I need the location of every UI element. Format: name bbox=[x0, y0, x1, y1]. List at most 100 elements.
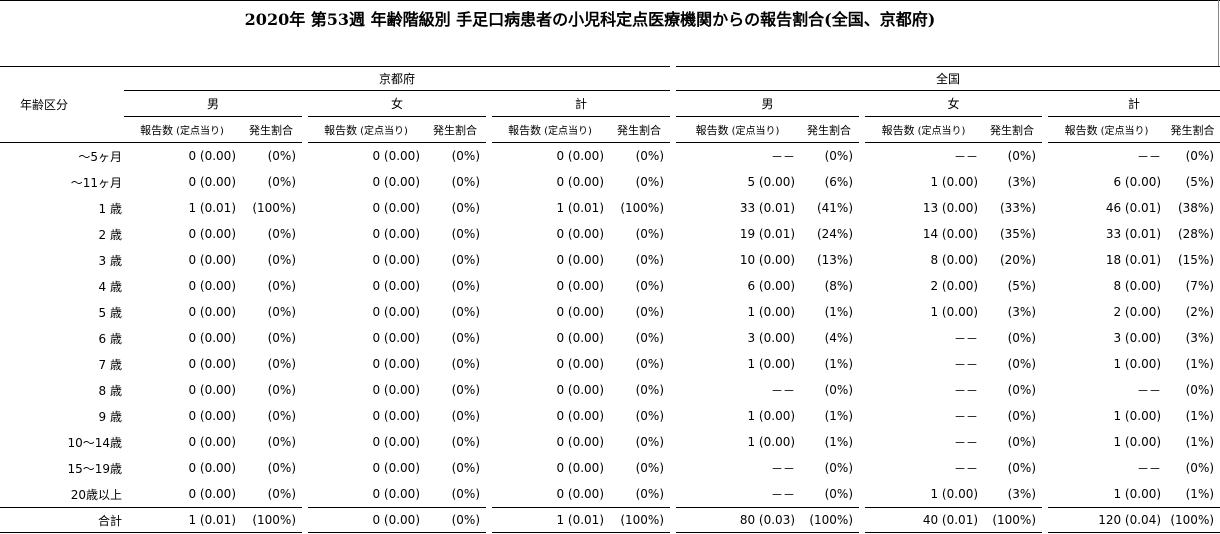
table-row: 1 歳 1 (0.01) (100%) 0 (0.00) (0%) 1 (0.01) (10… bbox=[0, 195, 1220, 221]
count-cell: 0 (0.00) bbox=[188, 383, 236, 397]
count-cell: 0 (0.00) bbox=[556, 409, 604, 423]
count-cell: 0 (0.00) bbox=[308, 507, 424, 533]
right-border bbox=[1218, 0, 1219, 66]
count-cell: 1 (0.00) bbox=[930, 487, 979, 501]
ratio-cell: (1%) bbox=[1185, 487, 1215, 501]
sex-header-male: 男 bbox=[124, 90, 302, 117]
count-cell: －－ bbox=[954, 435, 979, 450]
ratio-header: 発生割合 bbox=[982, 116, 1043, 143]
ratio-cell: (8%) bbox=[824, 279, 854, 293]
age-cell: 3 歳 bbox=[98, 253, 122, 268]
count-cell: 18 (0.01) bbox=[1105, 253, 1162, 267]
count-cell: 1 (0.00) bbox=[930, 175, 979, 189]
table-row: 2 歳 0 (0.00) (0%) 0 (0.00) (0%) 0 (0.00) (0%) 1… bbox=[0, 221, 1220, 247]
count-header: 報告数 (定点当り) bbox=[676, 116, 800, 143]
ratio-cell: (0%) bbox=[1007, 331, 1037, 345]
age-header: 年齢区分 bbox=[0, 66, 124, 143]
ratio-cell: (5%) bbox=[1185, 175, 1215, 189]
count-cell: 0 (0.00) bbox=[188, 435, 236, 449]
count-cell: 46 (0.01) bbox=[1105, 201, 1162, 215]
per-point-label: (定点当り) bbox=[731, 125, 780, 137]
ratio-cell: (2%) bbox=[1185, 305, 1215, 319]
ratio-cell: (4%) bbox=[824, 331, 854, 345]
per-point-label: (定点当り) bbox=[360, 125, 408, 137]
count-cell: 0 (0.00) bbox=[372, 253, 420, 267]
ratio-cell: (0%) bbox=[267, 435, 296, 449]
ratio-cell: (0%) bbox=[1185, 149, 1215, 163]
count-cell: 1 (0.00) bbox=[1113, 357, 1162, 371]
ratio-header: 発生割合 bbox=[424, 116, 486, 143]
count-cell: 0 (0.00) bbox=[372, 149, 420, 163]
ratio-cell: (0%) bbox=[635, 305, 665, 319]
table-row: 4 歳 0 (0.00) (0%) 0 (0.00) (0%) 0 (0.00) (0%) 6… bbox=[0, 273, 1220, 299]
count-cell: 1 (0.00) bbox=[747, 357, 796, 371]
count-cell: －－ bbox=[1137, 383, 1162, 398]
ratio-cell: (6%) bbox=[824, 175, 854, 189]
ratio-cell: (0%) bbox=[1007, 435, 1037, 449]
count-cell: －－ bbox=[954, 331, 979, 346]
age-cell: 合計 bbox=[0, 507, 124, 533]
count-label: 報告数 bbox=[140, 123, 174, 137]
ratio-cell: (35%) bbox=[999, 227, 1037, 241]
region-header-kyoto: 京都府 bbox=[124, 66, 671, 91]
age-cell: ～11ヶ月 bbox=[70, 175, 122, 190]
ratio-cell: (1%) bbox=[824, 305, 854, 319]
count-cell: 0 (0.00) bbox=[188, 461, 236, 475]
count-cell: 0 (0.00) bbox=[372, 279, 420, 293]
count-cell: －－ bbox=[1137, 461, 1162, 476]
count-cell: －－ bbox=[1137, 149, 1162, 164]
count-cell: 0 (0.00) bbox=[188, 331, 236, 345]
count-cell: 1 (0.00) bbox=[1113, 435, 1162, 449]
count-cell: －－ bbox=[954, 409, 979, 424]
count-cell: 2 (0.00) bbox=[1113, 305, 1162, 319]
count-cell: 80 (0.03) bbox=[676, 507, 800, 533]
count-label: 報告数 bbox=[508, 123, 542, 137]
ratio-cell: (0%) bbox=[635, 357, 665, 371]
count-cell: 1 (0.00) bbox=[747, 409, 796, 423]
age-cell: 7 歳 bbox=[98, 357, 122, 372]
table-row: ～11ヶ月 0 (0.00) (0%) 0 (0.00) (0%) 0 (0.00) (0%… bbox=[0, 169, 1220, 195]
count-cell: 1 (0.00) bbox=[747, 305, 796, 319]
ratio-cell: (15%) bbox=[1177, 253, 1215, 267]
count-cell: 0 (0.00) bbox=[372, 201, 420, 215]
age-cell: 5 歳 bbox=[98, 305, 122, 320]
ratio-cell: (3%) bbox=[1007, 487, 1037, 501]
count-cell: 0 (0.00) bbox=[556, 357, 604, 371]
count-cell: 0 (0.00) bbox=[188, 253, 236, 267]
count-cell: 1 (0.01) bbox=[124, 507, 240, 533]
count-cell: 0 (0.00) bbox=[556, 383, 604, 397]
count-cell: 0 (0.00) bbox=[372, 383, 420, 397]
count-cell: 14 (0.00) bbox=[922, 227, 979, 241]
ratio-header: 発生割合 bbox=[799, 116, 860, 143]
table-row: 10～14歳 0 (0.00) (0%) 0 (0.00) (0%) 0 (0.00) (0… bbox=[0, 429, 1220, 455]
count-cell: 0 (0.00) bbox=[188, 149, 236, 163]
count-cell: －－ bbox=[954, 149, 979, 164]
ratio-cell: (0%) bbox=[267, 461, 296, 475]
ratio-cell: (20%) bbox=[999, 253, 1037, 267]
table-row: 7 歳 0 (0.00) (0%) 0 (0.00) (0%) 0 (0.00) (0%) 1… bbox=[0, 351, 1220, 377]
ratio-cell: (100%) bbox=[620, 201, 665, 215]
count-cell: 33 (0.01) bbox=[1105, 227, 1162, 241]
ratio-cell: (0%) bbox=[267, 279, 296, 293]
count-cell: 0 (0.00) bbox=[372, 409, 420, 423]
count-cell: 10 (0.00) bbox=[739, 253, 796, 267]
count-cell: 120 (0.04) bbox=[1048, 507, 1166, 533]
ratio-cell: (5%) bbox=[1007, 279, 1037, 293]
count-cell: 0 (0.00) bbox=[188, 279, 236, 293]
count-cell: 1 (0.01) bbox=[188, 201, 236, 215]
ratio-cell: (0%) bbox=[451, 487, 480, 501]
ratio-cell: (7%) bbox=[1185, 279, 1215, 293]
count-cell: －－ bbox=[954, 383, 979, 398]
ratio-cell: (0%) bbox=[635, 279, 665, 293]
ratio-cell: (0%) bbox=[635, 175, 665, 189]
count-label: 報告数 bbox=[324, 123, 358, 137]
ratio-cell: (0%) bbox=[451, 201, 480, 215]
count-cell: 0 (0.00) bbox=[556, 461, 604, 475]
ratio-cell: (0%) bbox=[267, 149, 296, 163]
count-cell: 0 (0.00) bbox=[372, 227, 420, 241]
ratio-cell: (0%) bbox=[1185, 461, 1215, 475]
ratio-cell: (100%) bbox=[1165, 507, 1220, 533]
per-point-label: (定点当り) bbox=[176, 125, 224, 137]
ratio-cell: (28%) bbox=[1177, 227, 1215, 241]
count-cell: 40 (0.01) bbox=[865, 507, 983, 533]
